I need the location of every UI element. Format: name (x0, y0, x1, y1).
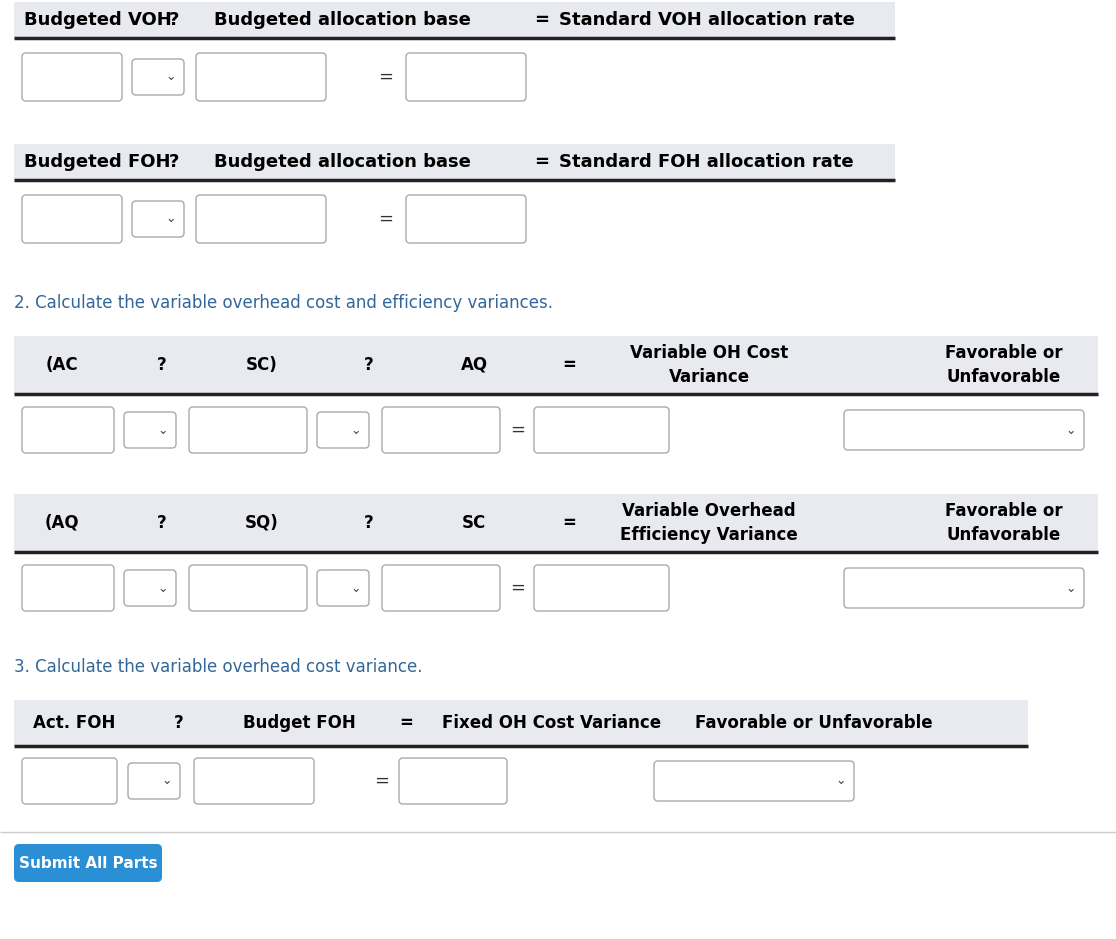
FancyBboxPatch shape (533, 565, 668, 611)
Text: Standard FOH allocation rate: Standard FOH allocation rate (559, 153, 854, 171)
Text: Favorable or
Unfavorable: Favorable or Unfavorable (945, 344, 1062, 387)
FancyBboxPatch shape (382, 407, 500, 453)
Bar (15, 144, 895, 180)
Text: ?: ? (169, 11, 180, 29)
FancyBboxPatch shape (22, 758, 117, 804)
Text: =: = (533, 153, 549, 171)
Text: Budgeted allocation base: Budgeted allocation base (214, 153, 471, 171)
FancyBboxPatch shape (124, 412, 176, 448)
FancyBboxPatch shape (400, 758, 507, 804)
FancyBboxPatch shape (132, 201, 184, 237)
Text: ⌄: ⌄ (836, 775, 846, 788)
FancyBboxPatch shape (132, 59, 184, 95)
Text: ⌄: ⌄ (1066, 581, 1076, 594)
Text: Budgeted VOH: Budgeted VOH (25, 11, 172, 29)
Text: ?: ? (169, 153, 180, 171)
FancyBboxPatch shape (654, 761, 854, 801)
Text: ⌄: ⌄ (157, 581, 169, 594)
Bar (15, 2, 895, 38)
Text: SQ): SQ) (246, 514, 279, 532)
FancyBboxPatch shape (317, 570, 369, 606)
FancyBboxPatch shape (406, 53, 526, 101)
FancyBboxPatch shape (844, 568, 1084, 608)
Text: ⌄: ⌄ (165, 70, 176, 84)
Bar (15, 336, 1098, 394)
Text: Submit All Parts: Submit All Parts (19, 855, 157, 870)
Text: (AC: (AC (46, 356, 78, 374)
Text: 3. Calculate the variable overhead cost variance.: 3. Calculate the variable overhead cost … (15, 658, 423, 676)
Text: =: = (510, 579, 526, 597)
Text: Favorable or Unfavorable: Favorable or Unfavorable (695, 714, 933, 732)
FancyBboxPatch shape (406, 195, 526, 243)
Text: ⌄: ⌄ (157, 423, 169, 437)
Text: =: = (533, 11, 549, 29)
Text: =: = (510, 421, 526, 439)
Text: 2. Calculate the variable overhead cost and efficiency variances.: 2. Calculate the variable overhead cost … (15, 294, 554, 312)
FancyBboxPatch shape (22, 565, 114, 611)
Text: ⌄: ⌄ (1066, 423, 1076, 437)
Text: =: = (400, 714, 413, 732)
FancyBboxPatch shape (22, 407, 114, 453)
Text: SC: SC (462, 514, 487, 532)
FancyBboxPatch shape (844, 410, 1084, 450)
Bar (15, 700, 1028, 746)
Text: ?: ? (364, 356, 374, 374)
Text: =: = (378, 210, 394, 228)
Text: Act. FOH: Act. FOH (32, 714, 115, 732)
FancyBboxPatch shape (194, 758, 314, 804)
FancyBboxPatch shape (382, 565, 500, 611)
FancyBboxPatch shape (22, 195, 122, 243)
Text: ⌄: ⌄ (350, 423, 360, 437)
Text: =: = (378, 68, 394, 86)
Text: Budgeted FOH: Budgeted FOH (25, 153, 171, 171)
FancyBboxPatch shape (317, 412, 369, 448)
FancyBboxPatch shape (128, 763, 180, 799)
FancyBboxPatch shape (189, 407, 307, 453)
Text: Standard VOH allocation rate: Standard VOH allocation rate (559, 11, 855, 29)
Text: (AQ: (AQ (45, 514, 79, 532)
FancyBboxPatch shape (533, 407, 668, 453)
Text: AQ: AQ (461, 356, 488, 374)
Text: =: = (562, 356, 576, 374)
FancyBboxPatch shape (196, 53, 326, 101)
Text: ?: ? (174, 714, 184, 732)
Text: Budgeted allocation base: Budgeted allocation base (214, 11, 471, 29)
Text: SC): SC) (247, 356, 278, 374)
FancyBboxPatch shape (124, 570, 176, 606)
FancyBboxPatch shape (22, 53, 122, 101)
Text: Variable OH Cost
Variance: Variable OH Cost Variance (629, 344, 788, 387)
Text: ⌄: ⌄ (165, 212, 176, 225)
Bar (15, 494, 1098, 552)
FancyBboxPatch shape (196, 195, 326, 243)
Text: Budget FOH: Budget FOH (242, 714, 355, 732)
Text: Favorable or
Unfavorable: Favorable or Unfavorable (945, 501, 1062, 545)
Text: Fixed OH Cost Variance: Fixed OH Cost Variance (442, 714, 662, 732)
Text: ?: ? (364, 514, 374, 532)
Text: ?: ? (157, 356, 167, 374)
Text: =: = (375, 772, 389, 790)
Text: ?: ? (157, 514, 167, 532)
Text: ⌄: ⌄ (350, 581, 360, 594)
Text: =: = (562, 514, 576, 532)
Text: Variable Overhead
Efficiency Variance: Variable Overhead Efficiency Variance (620, 501, 798, 545)
FancyBboxPatch shape (189, 565, 307, 611)
FancyBboxPatch shape (15, 844, 162, 882)
Text: ⌄: ⌄ (162, 775, 172, 788)
